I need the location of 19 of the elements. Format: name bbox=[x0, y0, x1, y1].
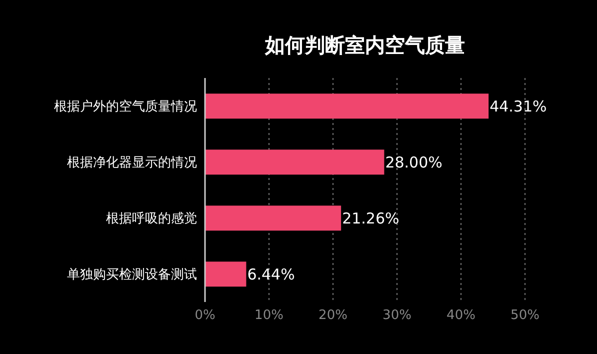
x-tick-label: 10% bbox=[254, 308, 284, 324]
y-tick-label: 单独购买检测设备测试 bbox=[67, 268, 197, 283]
x-tick-label: 50% bbox=[510, 308, 540, 324]
bar bbox=[205, 94, 489, 119]
y-tick-label: 根据净化器显示的情况 bbox=[67, 156, 197, 171]
y-tick-label: 根据户外的空气质量情况 bbox=[54, 100, 197, 115]
data-label: 28.00% bbox=[385, 153, 442, 172]
data-label: 21.26% bbox=[342, 209, 400, 228]
chart-title: 如何判断室内空气质量 bbox=[264, 32, 466, 59]
data-label: 44.31% bbox=[490, 97, 547, 116]
bar bbox=[205, 206, 342, 231]
y-tick-label: 根据呼吸的感觉 bbox=[106, 212, 197, 227]
x-tick-label: 40% bbox=[446, 308, 476, 324]
bar bbox=[205, 262, 246, 287]
bar bbox=[205, 150, 384, 175]
x-tick-label: 30% bbox=[382, 308, 412, 324]
data-label: 6.44% bbox=[247, 265, 295, 284]
x-tick-label: 20% bbox=[318, 308, 348, 324]
x-tick-label: 0% bbox=[194, 308, 216, 324]
